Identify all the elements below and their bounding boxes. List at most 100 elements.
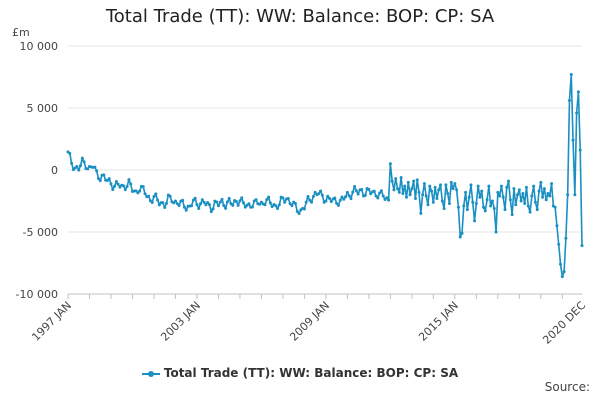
- data-point[interactable]: [489, 204, 493, 208]
- data-point[interactable]: [464, 190, 468, 194]
- data-point[interactable]: [487, 184, 491, 188]
- data-point[interactable]: [354, 189, 358, 193]
- data-point[interactable]: [184, 208, 188, 212]
- data-point[interactable]: [404, 195, 408, 199]
- data-point[interactable]: [367, 187, 371, 191]
- data-point[interactable]: [152, 195, 156, 198]
- data-point[interactable]: [190, 204, 194, 208]
- data-point[interactable]: [369, 192, 373, 196]
- data-point[interactable]: [215, 200, 219, 204]
- data-point[interactable]: [191, 198, 195, 202]
- data-point[interactable]: [173, 199, 177, 203]
- data-point[interactable]: [353, 184, 357, 188]
- data-point[interactable]: [283, 200, 287, 204]
- data-point[interactable]: [437, 188, 441, 192]
- data-point[interactable]: [376, 196, 380, 200]
- data-point[interactable]: [419, 211, 423, 215]
- data-point[interactable]: [460, 231, 464, 235]
- data-point[interactable]: [234, 200, 238, 204]
- data-point[interactable]: [446, 192, 450, 196]
- data-point[interactable]: [161, 201, 165, 205]
- data-point[interactable]: [195, 203, 199, 207]
- data-point[interactable]: [433, 185, 437, 189]
- data-point[interactable]: [517, 188, 521, 192]
- data-point[interactable]: [537, 189, 541, 193]
- data-point[interactable]: [345, 190, 349, 194]
- data-point[interactable]: [453, 182, 457, 186]
- data-point[interactable]: [231, 203, 235, 207]
- data-point[interactable]: [335, 201, 339, 205]
- data-point[interactable]: [105, 178, 109, 182]
- data-point[interactable]: [507, 179, 511, 183]
- data-point[interactable]: [428, 184, 432, 188]
- data-point[interactable]: [390, 179, 394, 183]
- data-point[interactable]: [422, 182, 426, 186]
- data-point[interactable]: [288, 202, 292, 206]
- data-point[interactable]: [510, 213, 514, 217]
- data-point[interactable]: [277, 203, 281, 207]
- data-point[interactable]: [113, 184, 117, 188]
- data-point[interactable]: [193, 196, 197, 200]
- data-point[interactable]: [447, 201, 451, 205]
- data-point[interactable]: [293, 201, 297, 205]
- data-point[interactable]: [224, 206, 228, 210]
- data-point[interactable]: [480, 189, 484, 193]
- data-point[interactable]: [499, 184, 503, 188]
- data-point[interactable]: [254, 198, 258, 202]
- data-point[interactable]: [336, 203, 340, 207]
- data-point[interactable]: [306, 195, 310, 199]
- data-point[interactable]: [175, 202, 179, 206]
- data-point[interactable]: [541, 195, 545, 199]
- data-point[interactable]: [349, 197, 353, 201]
- data-point[interactable]: [456, 205, 460, 209]
- data-point[interactable]: [240, 196, 244, 200]
- data-point[interactable]: [86, 167, 90, 171]
- data-point[interactable]: [281, 196, 285, 200]
- data-point[interactable]: [474, 201, 478, 205]
- chart-legend[interactable]: Total Trade (TT): WW: Balance: BOP: CP: …: [0, 366, 600, 380]
- data-point[interactable]: [578, 148, 582, 152]
- data-point[interactable]: [473, 219, 477, 223]
- data-point[interactable]: [82, 160, 86, 164]
- data-point[interactable]: [125, 185, 129, 189]
- data-point[interactable]: [204, 203, 208, 207]
- data-point[interactable]: [122, 184, 126, 188]
- data-point[interactable]: [544, 198, 548, 202]
- data-point[interactable]: [514, 203, 518, 207]
- data-point[interactable]: [206, 201, 210, 205]
- data-point[interactable]: [440, 199, 444, 203]
- data-point[interactable]: [458, 235, 462, 239]
- data-point[interactable]: [378, 191, 382, 195]
- data-point[interactable]: [562, 270, 566, 274]
- data-point[interactable]: [197, 207, 201, 211]
- data-point[interactable]: [532, 184, 536, 188]
- data-point[interactable]: [304, 200, 308, 204]
- data-point[interactable]: [580, 244, 584, 248]
- data-point[interactable]: [548, 194, 552, 198]
- data-point[interactable]: [93, 165, 97, 169]
- data-point[interactable]: [347, 194, 351, 198]
- data-point[interactable]: [492, 206, 496, 210]
- data-point[interactable]: [379, 189, 383, 193]
- data-point[interactable]: [385, 196, 389, 200]
- data-point[interactable]: [546, 192, 550, 196]
- data-point[interactable]: [250, 205, 254, 209]
- data-point[interactable]: [80, 156, 84, 160]
- data-point[interactable]: [222, 203, 226, 207]
- data-point[interactable]: [102, 173, 106, 177]
- data-point[interactable]: [569, 73, 573, 77]
- data-point[interactable]: [209, 210, 213, 214]
- data-point[interactable]: [238, 199, 242, 203]
- data-point[interactable]: [550, 182, 554, 186]
- data-point[interactable]: [329, 199, 333, 203]
- data-point[interactable]: [439, 183, 443, 187]
- data-point[interactable]: [573, 193, 577, 197]
- data-point[interactable]: [163, 206, 167, 210]
- data-point[interactable]: [476, 184, 480, 188]
- data-point[interactable]: [381, 194, 385, 198]
- data-point[interactable]: [75, 165, 79, 169]
- data-point[interactable]: [490, 199, 494, 203]
- data-point[interactable]: [168, 194, 172, 198]
- data-point[interactable]: [165, 201, 168, 205]
- data-point[interactable]: [157, 203, 161, 207]
